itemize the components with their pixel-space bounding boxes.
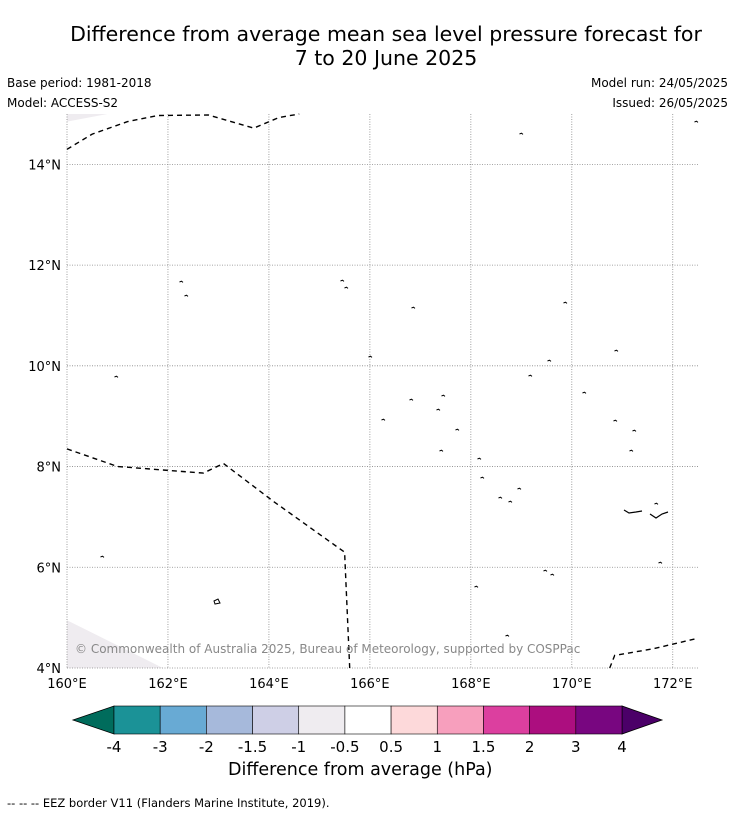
colorbar-label: Difference from average (hPa) xyxy=(228,760,493,780)
island-outline xyxy=(441,394,446,397)
colorbar-tick-label: -3 xyxy=(153,738,168,755)
colorbar: -4 -3 -2 -1.5 -1 -0.5 0.5 1 1.5 2 3 4 xyxy=(71,705,664,755)
island-outline xyxy=(629,449,634,452)
island-outline xyxy=(344,286,349,289)
island-outline xyxy=(368,355,373,358)
colorbar-tick-label: 4 xyxy=(617,738,627,755)
colorbar-box xyxy=(529,705,577,735)
colorbar-tick-label: -0.5 xyxy=(330,738,359,755)
island-outline xyxy=(381,418,386,421)
lon-tick-label: 162°E xyxy=(148,677,188,692)
colorbar-tick-label: 1 xyxy=(432,738,442,755)
colorbar-tick-label: -1.5 xyxy=(238,738,267,755)
island-outline xyxy=(528,374,533,377)
colorbar-box xyxy=(436,705,484,735)
island-outline xyxy=(582,391,587,394)
colorbar-tick-label: -4 xyxy=(107,738,122,755)
copyright-text: © Commonwealth of Australia 2025, Bureau… xyxy=(75,642,580,656)
island-outline xyxy=(658,561,663,564)
island-outline xyxy=(100,555,105,558)
island-outline xyxy=(505,634,510,637)
lat-tick-label: 8°N xyxy=(37,461,62,476)
metadata-left: Base period: 1981-2018 Model: ACCESS-S2 xyxy=(7,73,152,113)
island-outline xyxy=(550,573,555,576)
island-outline xyxy=(455,428,460,431)
colorbar-tick-label: -1 xyxy=(291,738,306,755)
island-outline xyxy=(614,349,619,352)
colorbar-box xyxy=(113,705,161,735)
map-panel: © Commonwealth of Australia 2025, Bureau… xyxy=(28,113,699,692)
lon-tick-label: 166°E xyxy=(350,677,390,692)
colorbar-tick-label: 3 xyxy=(571,738,581,755)
colorbar-box xyxy=(344,705,392,735)
island-outline xyxy=(498,496,503,499)
island-outline xyxy=(632,429,637,432)
island-outline xyxy=(409,398,414,401)
lat-tick-label: 6°N xyxy=(37,561,62,576)
title-line-1: Difference from average mean sea level p… xyxy=(70,22,702,46)
model-run-text: Model run: 24/05/2025 xyxy=(590,76,728,90)
lat-tick-label: 14°N xyxy=(28,158,61,173)
map-frame xyxy=(67,114,698,668)
lon-tick-label: 164°E xyxy=(249,677,289,692)
colorbar-tick-label: 0.5 xyxy=(379,738,403,755)
island-outline xyxy=(480,476,485,479)
island-outline xyxy=(340,279,345,282)
chart-title: Difference from average mean sea level p… xyxy=(0,22,736,70)
colorbar-extend-low xyxy=(71,705,115,735)
lon-tick-label: 168°E xyxy=(451,677,491,692)
model-text: Model: ACCESS-S2 xyxy=(7,96,119,110)
colorbar-box xyxy=(206,705,253,735)
island-outline xyxy=(436,408,441,411)
colorbar-tick-label: 2 xyxy=(525,738,535,755)
colorbar-extend-high xyxy=(621,705,664,735)
colorbar-box xyxy=(390,705,438,735)
island-outline xyxy=(508,500,513,503)
colorbar-box xyxy=(575,705,623,735)
colorbar-box xyxy=(298,705,346,735)
island-outline xyxy=(517,487,522,490)
island-outline xyxy=(694,120,699,123)
base-period-text: Base period: 1981-2018 xyxy=(7,76,152,90)
island-outline xyxy=(477,457,482,460)
lon-tick-label: 172°E xyxy=(653,677,693,692)
island-outline xyxy=(543,569,548,572)
lat-tick-label: 12°N xyxy=(28,259,61,274)
issued-text: Issued: 26/05/2025 xyxy=(612,96,728,110)
eez-border-0 xyxy=(66,113,300,150)
island-outline xyxy=(184,294,189,297)
island-outline xyxy=(519,132,524,135)
lon-tick-label: 170°E xyxy=(552,677,592,692)
island-outline xyxy=(563,301,568,304)
island-outline xyxy=(439,449,444,452)
island-outline xyxy=(613,419,618,422)
island-outline xyxy=(474,585,479,588)
island-outline xyxy=(654,502,659,505)
lat-tick-label: 10°N xyxy=(28,360,61,375)
colorbar-box xyxy=(252,705,300,735)
island-outline xyxy=(623,509,643,514)
anomaly-patch-0 xyxy=(67,620,163,668)
colorbar-box xyxy=(159,705,207,735)
island-outline xyxy=(179,280,184,283)
island-outline xyxy=(213,598,221,605)
lat-tick-label: 4°N xyxy=(37,662,62,677)
colorbar-tick-label: -2 xyxy=(199,738,214,755)
eez-legend-footnote: -- -- -- EEZ border V11 (Flanders Marine… xyxy=(7,796,330,810)
eez-border-2 xyxy=(609,638,696,669)
island-outline xyxy=(547,359,552,362)
colorbar-tick-label: 1.5 xyxy=(472,738,496,755)
island-outline xyxy=(649,511,669,519)
lon-tick-label: 160°E xyxy=(47,677,87,692)
title-line-2: 7 to 20 June 2025 xyxy=(294,46,478,70)
island-outline xyxy=(411,306,416,309)
metadata-right: Model run: 24/05/2025 Issued: 26/05/2025 xyxy=(591,73,728,113)
colorbar-box xyxy=(483,705,530,735)
eez-border-1 xyxy=(66,448,351,669)
island-outline xyxy=(114,375,119,378)
anomaly-patch-1 xyxy=(67,114,108,122)
